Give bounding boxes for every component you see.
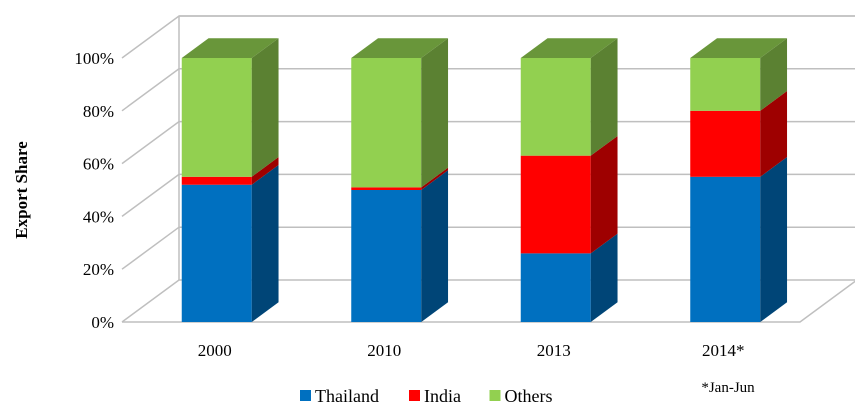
legend-label: Others (505, 386, 553, 406)
gridline (121, 279, 855, 323)
bar-segment-others-2000 (181, 38, 279, 177)
legend-item-others: Others (489, 386, 553, 406)
gridline (121, 173, 855, 218)
bar-segment-thailand-2000 (181, 164, 279, 322)
bars (181, 38, 788, 322)
bar-segment-thailand-2014 (690, 157, 788, 322)
y-tick-label: 20% (83, 260, 114, 279)
gridline (121, 15, 855, 59)
bar-segment-thailand-2010 (351, 170, 449, 322)
gridline (121, 68, 855, 112)
x-tick-label: 2010 (367, 341, 401, 360)
y-tick-label: 60% (83, 155, 114, 174)
x-axis-categories: 2000 2010 2013 2014* (198, 341, 745, 360)
legend-swatch (300, 390, 311, 401)
x-tick-label: 2014* (702, 341, 745, 360)
legend-swatch (489, 390, 501, 401)
y-axis-ticks: 0% 20% 40% 60% 80% 100% (74, 49, 114, 332)
y-tick-label: 40% (83, 207, 114, 226)
footnote: *Jan-Jun (701, 380, 755, 396)
bar-segment-thailand-2013 (520, 233, 618, 322)
bar-segment-india-2000 (181, 157, 279, 185)
y-tick-label: 100% (74, 49, 114, 68)
legend-item-india: India (409, 386, 461, 406)
bar-segment-others-2013 (520, 38, 618, 156)
floor-edge (122, 280, 855, 323)
gridline (121, 226, 855, 270)
x-tick-label: 2000 (198, 341, 232, 360)
legend-item-thailand: Thailand (300, 386, 379, 406)
x-tick-label: 2013 (537, 341, 571, 360)
legend: Thailand India Others (300, 386, 553, 406)
gridline (121, 120, 855, 165)
bar-segment-india-2014 (690, 91, 788, 177)
gridlines (121, 15, 855, 323)
bar-segment-india-2013 (520, 135, 618, 254)
y-axis-label: Export Share (12, 141, 31, 239)
legend-label: India (424, 386, 461, 406)
y-tick-label: 0% (91, 313, 114, 332)
legend-label: Thailand (315, 386, 379, 406)
legend-swatch (409, 390, 420, 401)
bar-segment-india-2010 (351, 167, 449, 190)
y-tick-label: 80% (83, 102, 114, 121)
bar-segment-others-2010 (351, 38, 449, 188)
bar-segment-others-2014 (690, 38, 788, 111)
